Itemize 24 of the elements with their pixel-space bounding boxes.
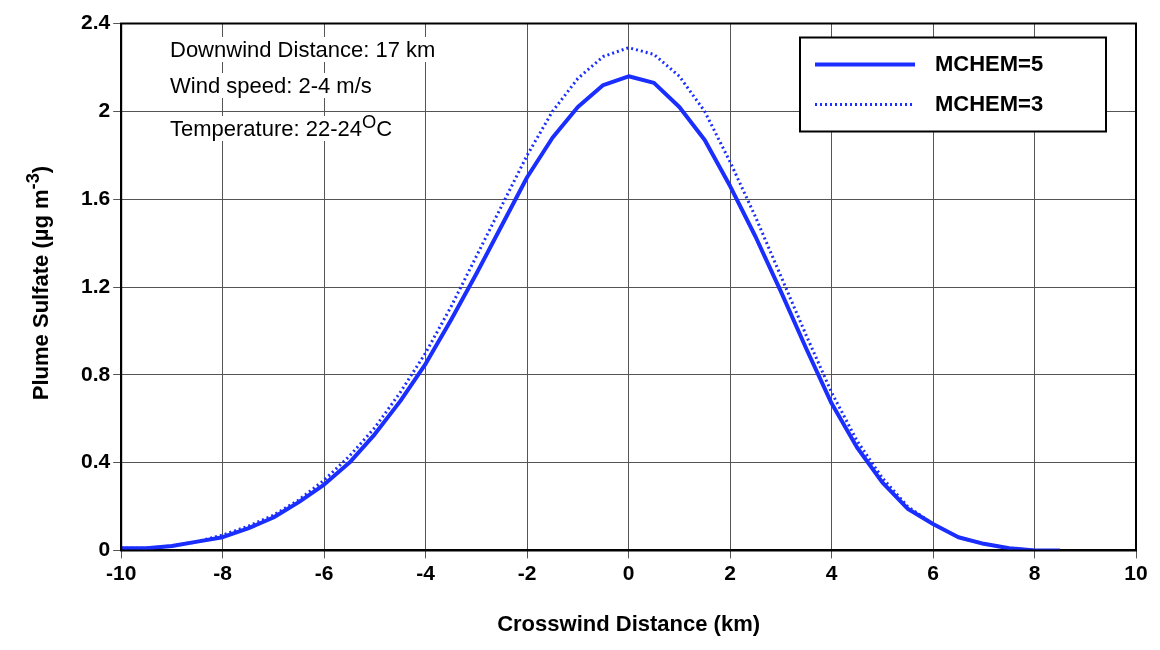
y-tick-label: 2.4 bbox=[80, 10, 111, 34]
x-tick-label: -8 bbox=[213, 560, 233, 584]
x-tick-label: -10 bbox=[106, 560, 137, 584]
x-tick-label: -4 bbox=[416, 560, 436, 584]
x-tick-label: 10 bbox=[1124, 560, 1148, 584]
x-tick-label: -2 bbox=[517, 560, 537, 584]
annotation: Wind speed: 2-4 m/s bbox=[168, 73, 374, 98]
x-tick-label: 8 bbox=[1028, 560, 1041, 584]
y-tick-label: 0.8 bbox=[80, 361, 111, 385]
x-tick-label: 2 bbox=[724, 560, 736, 584]
x-tick-label: -6 bbox=[314, 560, 334, 584]
x-tick-label: 0 bbox=[622, 560, 635, 584]
x-tick-label: 4 bbox=[825, 560, 838, 584]
y-tick-label: 0.4 bbox=[80, 449, 111, 473]
annotation: Downwind Distance: 17 km bbox=[168, 37, 438, 62]
legend-label: MCHEM=3 bbox=[935, 90, 1044, 116]
annotation: Temperature: 22-24$^{O}$C bbox=[169, 111, 394, 142]
x-axis-title: Crosswind Distance (km) bbox=[497, 610, 761, 636]
y-tick-label: 1.2 bbox=[80, 273, 111, 297]
legend-label: MCHEM=5 bbox=[935, 50, 1044, 76]
y-tick-label: 2 bbox=[98, 98, 111, 122]
y-tick-label: 1.6 bbox=[80, 186, 111, 209]
y-tick-label: 0 bbox=[98, 537, 111, 561]
x-tick-label: 6 bbox=[927, 560, 939, 584]
